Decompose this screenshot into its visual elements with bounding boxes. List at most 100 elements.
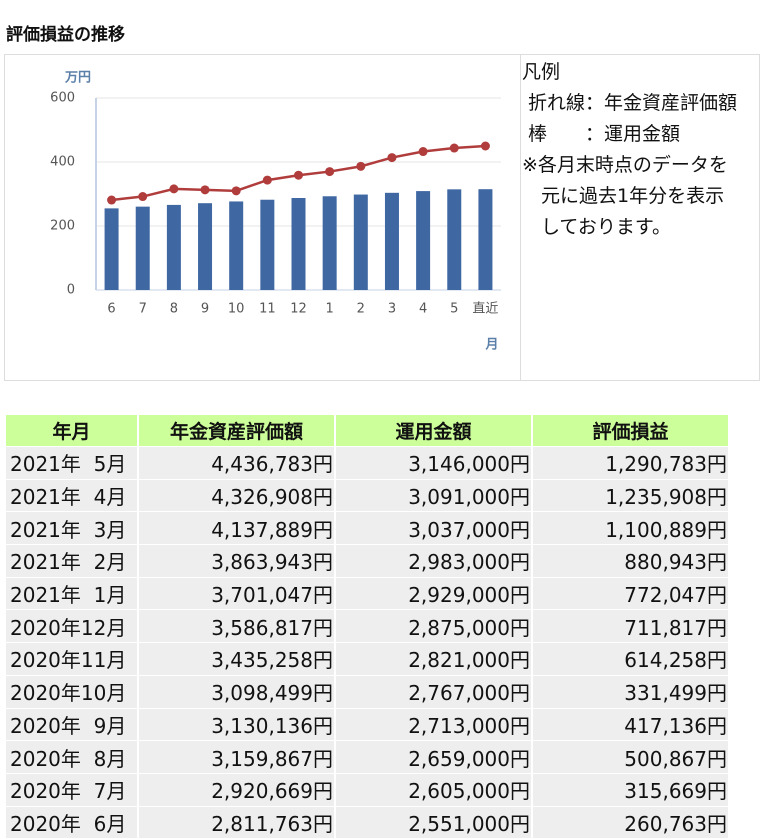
y-unit-label: 万円 bbox=[64, 71, 91, 86]
table-cell: 2021年 2月 bbox=[6, 545, 137, 577]
table-cell: 3,098,499円 bbox=[139, 675, 334, 708]
table-cell: 2020年10月 bbox=[6, 675, 137, 708]
table-row: 2020年 8月 3,159,867円 2,659,000円 500,867円 bbox=[6, 741, 728, 773]
table-row: 2020年11月 3,435,258円 2,821,000円 614,258円 bbox=[6, 643, 728, 675]
column-header: 年金資産評価額 bbox=[139, 415, 334, 446]
line-point bbox=[169, 184, 179, 194]
x-tick-label: 12 bbox=[290, 302, 307, 317]
table-cell: 2,929,000円 bbox=[336, 577, 531, 610]
table-cell: 2,713,000円 bbox=[336, 708, 531, 741]
bar bbox=[260, 199, 275, 290]
line-point bbox=[356, 161, 366, 171]
legend-line: しております。 bbox=[522, 216, 671, 238]
table-cell: 3,159,867円 bbox=[139, 741, 334, 773]
line-point bbox=[200, 185, 210, 195]
x-axis-label: 月 bbox=[484, 338, 498, 353]
table-row: 2020年 7月 2,920,669円 2,605,000円 315,669円 bbox=[6, 773, 728, 806]
bar bbox=[135, 206, 150, 290]
table-cell: 711,817円 bbox=[533, 610, 728, 643]
table-cell: 3,130,136円 bbox=[139, 708, 334, 741]
table-cell: 2020年 7月 bbox=[6, 773, 137, 806]
table-cell: 3,146,000円 bbox=[336, 447, 531, 479]
y-tick-label: 200 bbox=[50, 219, 75, 234]
legend-line: 棒 ：運用金額 bbox=[522, 123, 681, 145]
table-cell: 2,659,000円 bbox=[336, 741, 531, 773]
table-cell: 2020年 8月 bbox=[6, 741, 137, 773]
bar bbox=[322, 196, 337, 290]
table-row: 2021年 3月 4,137,889円 3,037,000円 1,100,889円 bbox=[6, 512, 728, 545]
x-tick-label: 10 bbox=[228, 302, 245, 317]
table-cell: 3,701,047円 bbox=[139, 577, 334, 610]
line-point bbox=[294, 170, 303, 180]
table-cell: 2,551,000円 bbox=[336, 806, 531, 839]
section-title: 評価損益の推移 bbox=[6, 25, 125, 45]
line-point bbox=[107, 195, 117, 205]
table-row: 2020年10月 3,098,499円 2,767,000円 331,499円 bbox=[6, 675, 728, 708]
table-cell: 1,100,889円 bbox=[533, 512, 728, 545]
bar bbox=[447, 189, 462, 290]
legend-line: ※各月末時点のデータを bbox=[522, 154, 728, 176]
bar bbox=[229, 201, 244, 290]
divider bbox=[520, 55, 521, 380]
legend: 凡例 折れ線：年金資産評価額 棒 ：運用金額 ※各月末時点のデータを 元に過去1年… bbox=[522, 57, 737, 243]
bar bbox=[416, 191, 431, 290]
y-tick-label: 0 bbox=[67, 283, 75, 298]
table-cell: 1,235,908円 bbox=[533, 479, 728, 512]
table-cell: 3,586,817円 bbox=[139, 610, 334, 643]
table-row: 2021年 2月 3,863,943円 2,983,000円 880,943円 bbox=[6, 545, 728, 577]
table-cell: 2020年 6月 bbox=[6, 806, 137, 839]
table-cell: 2,811,763円 bbox=[139, 806, 334, 839]
x-tick-label: 3 bbox=[388, 302, 396, 317]
line-point bbox=[262, 175, 272, 185]
x-tick-label: 2 bbox=[357, 302, 365, 317]
table-cell: 880,943円 bbox=[533, 545, 728, 577]
table-cell: 2,920,669円 bbox=[139, 773, 334, 806]
data-table: 年月 年金資産評価額 運用金額 評価損益 2021年 5月 4,436,783円 3,146… bbox=[4, 414, 730, 839]
x-tick-label: 11 bbox=[259, 302, 276, 317]
table-cell: 2021年 4月 bbox=[6, 479, 137, 512]
line-point bbox=[480, 141, 490, 151]
bar bbox=[104, 208, 119, 290]
table-cell: 3,037,000円 bbox=[336, 512, 531, 545]
table-cell: 2,875,000円 bbox=[336, 610, 531, 643]
table-cell: 4,436,783円 bbox=[139, 447, 334, 479]
table-cell: 3,091,000円 bbox=[336, 479, 531, 512]
table-row: 2021年 5月 4,436,783円 3,146,000円 1,290,783円 bbox=[6, 447, 728, 479]
table-cell: 2,983,000円 bbox=[336, 545, 531, 577]
x-tick-label: 直近 bbox=[472, 302, 498, 317]
table-cell: 4,326,908円 bbox=[139, 479, 334, 512]
x-tick-label: 7 bbox=[139, 302, 147, 317]
line-point bbox=[449, 143, 459, 153]
table-cell: 1,290,783円 bbox=[533, 447, 728, 479]
table-row: 2020年 6月 2,811,763円 2,551,000円 260,763円 bbox=[6, 806, 728, 839]
table-row: 2021年 1月 3,701,047円 2,929,000円 772,047円 bbox=[6, 577, 728, 610]
y-tick-label: 600 bbox=[50, 91, 75, 106]
table-cell: 2020年12月 bbox=[6, 610, 137, 643]
x-tick-label: 4 bbox=[419, 302, 427, 317]
y-tick-label: 400 bbox=[50, 155, 75, 170]
bar bbox=[291, 198, 306, 290]
table-cell: 260,763円 bbox=[533, 806, 728, 839]
bar bbox=[384, 192, 399, 290]
table-cell: 614,258円 bbox=[533, 643, 728, 675]
x-tick-label: 8 bbox=[170, 302, 178, 317]
table-cell: 331,499円 bbox=[533, 675, 728, 708]
x-tick-label: 5 bbox=[450, 302, 458, 317]
chart-panel: 万円 月 0 200 400 600 6 7 8 9 10 11 12 1 2 3 4 5 直近 凡例 折れ線：… bbox=[4, 54, 760, 381]
header-row: 年月 年金資産評価額 運用金額 評価損益 bbox=[6, 415, 728, 446]
legend-line: 元に過去1年分を表示 bbox=[522, 185, 725, 207]
table-row: 2020年12月 3,586,817円 2,875,000円 711,817円 bbox=[6, 610, 728, 643]
table-cell: 2020年 9月 bbox=[6, 708, 137, 741]
column-header: 運用金額 bbox=[336, 415, 531, 446]
table-cell: 3,863,943円 bbox=[139, 545, 334, 577]
bar bbox=[166, 204, 181, 290]
table-row: 2020年 9月 3,130,136円 2,713,000円 417,136円 bbox=[6, 708, 728, 741]
legend-line: 折れ線：年金資産評価額 bbox=[522, 92, 738, 114]
table-cell: 2,767,000円 bbox=[336, 675, 531, 708]
column-header: 評価損益 bbox=[533, 415, 728, 446]
bar bbox=[198, 203, 213, 290]
table-cell: 4,137,889円 bbox=[139, 512, 334, 545]
table-cell: 2020年11月 bbox=[6, 643, 137, 675]
